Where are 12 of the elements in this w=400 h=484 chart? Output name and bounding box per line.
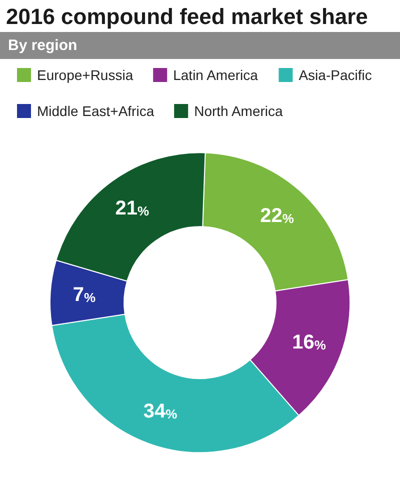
chart-subtitle: By region xyxy=(0,32,400,59)
legend-label: Latin America xyxy=(173,67,258,83)
legend-label: Europe+Russia xyxy=(37,67,134,83)
legend-label: North America xyxy=(194,103,284,119)
data-label: 7% xyxy=(72,284,96,306)
chart-title: 2016 compound feed market share xyxy=(5,3,369,31)
data-label: 16% xyxy=(292,331,326,354)
legend-label: Asia-Pacific xyxy=(298,67,372,83)
data-label: 34% xyxy=(143,400,178,423)
data-label: 22% xyxy=(260,204,294,227)
data-label: 21% xyxy=(115,198,150,220)
legend-label: Middle East+Africa xyxy=(37,103,154,119)
